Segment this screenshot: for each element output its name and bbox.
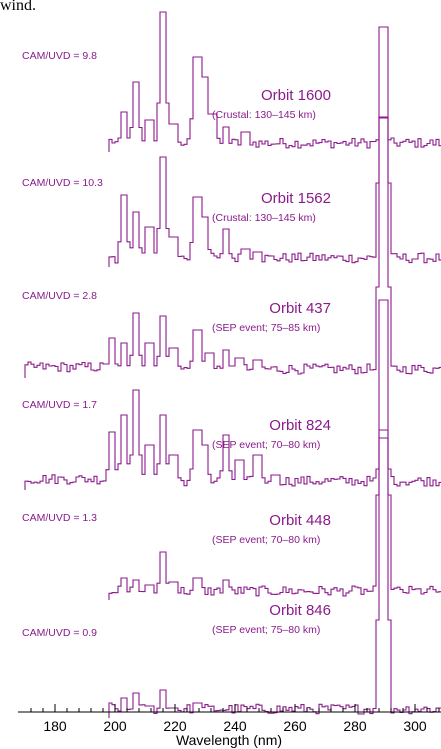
cam-uvd-ratio: CAM/UVD = 9.8	[22, 50, 97, 62]
series-subtitle: (SEP event; 70–80 km)	[212, 534, 320, 546]
series-line	[24, 117, 441, 378]
x-tick-label: 220	[163, 718, 187, 734]
cam-uvd-ratio: CAM/UVD = 0.9	[22, 627, 97, 639]
series-subtitle: (SEP event; 75–85 km)	[212, 322, 320, 334]
series-name: Orbit 1600	[261, 87, 331, 104]
cam-uvd-ratio: CAM/UVD = 10.3	[22, 177, 103, 189]
x-tick-label: 180	[43, 718, 67, 734]
cam-uvd-ratio: CAM/UVD = 1.7	[22, 399, 97, 411]
x-tick-label: 200	[103, 718, 127, 734]
spectra-traces	[24, 11, 441, 718]
series-name: Orbit 448	[269, 512, 331, 529]
x-tick-label: 280	[343, 718, 367, 734]
x-axis-label: Wavelength (nm)	[176, 732, 282, 748]
series-line	[108, 299, 441, 600]
x-tick-label: 260	[283, 718, 307, 734]
series-line	[24, 389, 441, 490]
caption-fragment: wind.	[0, 0, 36, 14]
series-subtitle: (SEP event; 75–80 km)	[212, 624, 320, 636]
x-axis: 180 200 220 240 260 280 300	[18, 704, 441, 734]
series-line	[108, 26, 441, 267]
series-line	[108, 11, 441, 152]
series-subtitle: (SEP event; 70–80 km)	[212, 439, 320, 451]
series-name: Orbit 824	[269, 417, 331, 434]
cam-uvd-ratio: CAM/UVD = 2.8	[22, 290, 97, 302]
x-tick-label: 240	[223, 718, 247, 734]
series-name: Orbit 437	[269, 300, 331, 317]
series-name: Orbit 1562	[261, 190, 331, 207]
series-labels: Orbit 1600 (Crustal: 130–145 km) CAM/UVD =…	[22, 50, 331, 639]
series-subtitle: (Crustal: 130–145 km)	[212, 212, 316, 224]
cam-uvd-ratio: CAM/UVD = 1.3	[22, 512, 97, 524]
series-subtitle: (Crustal: 130–145 km)	[212, 109, 316, 121]
x-tick-label: 300	[403, 718, 427, 734]
series-name: Orbit 846	[269, 602, 331, 619]
